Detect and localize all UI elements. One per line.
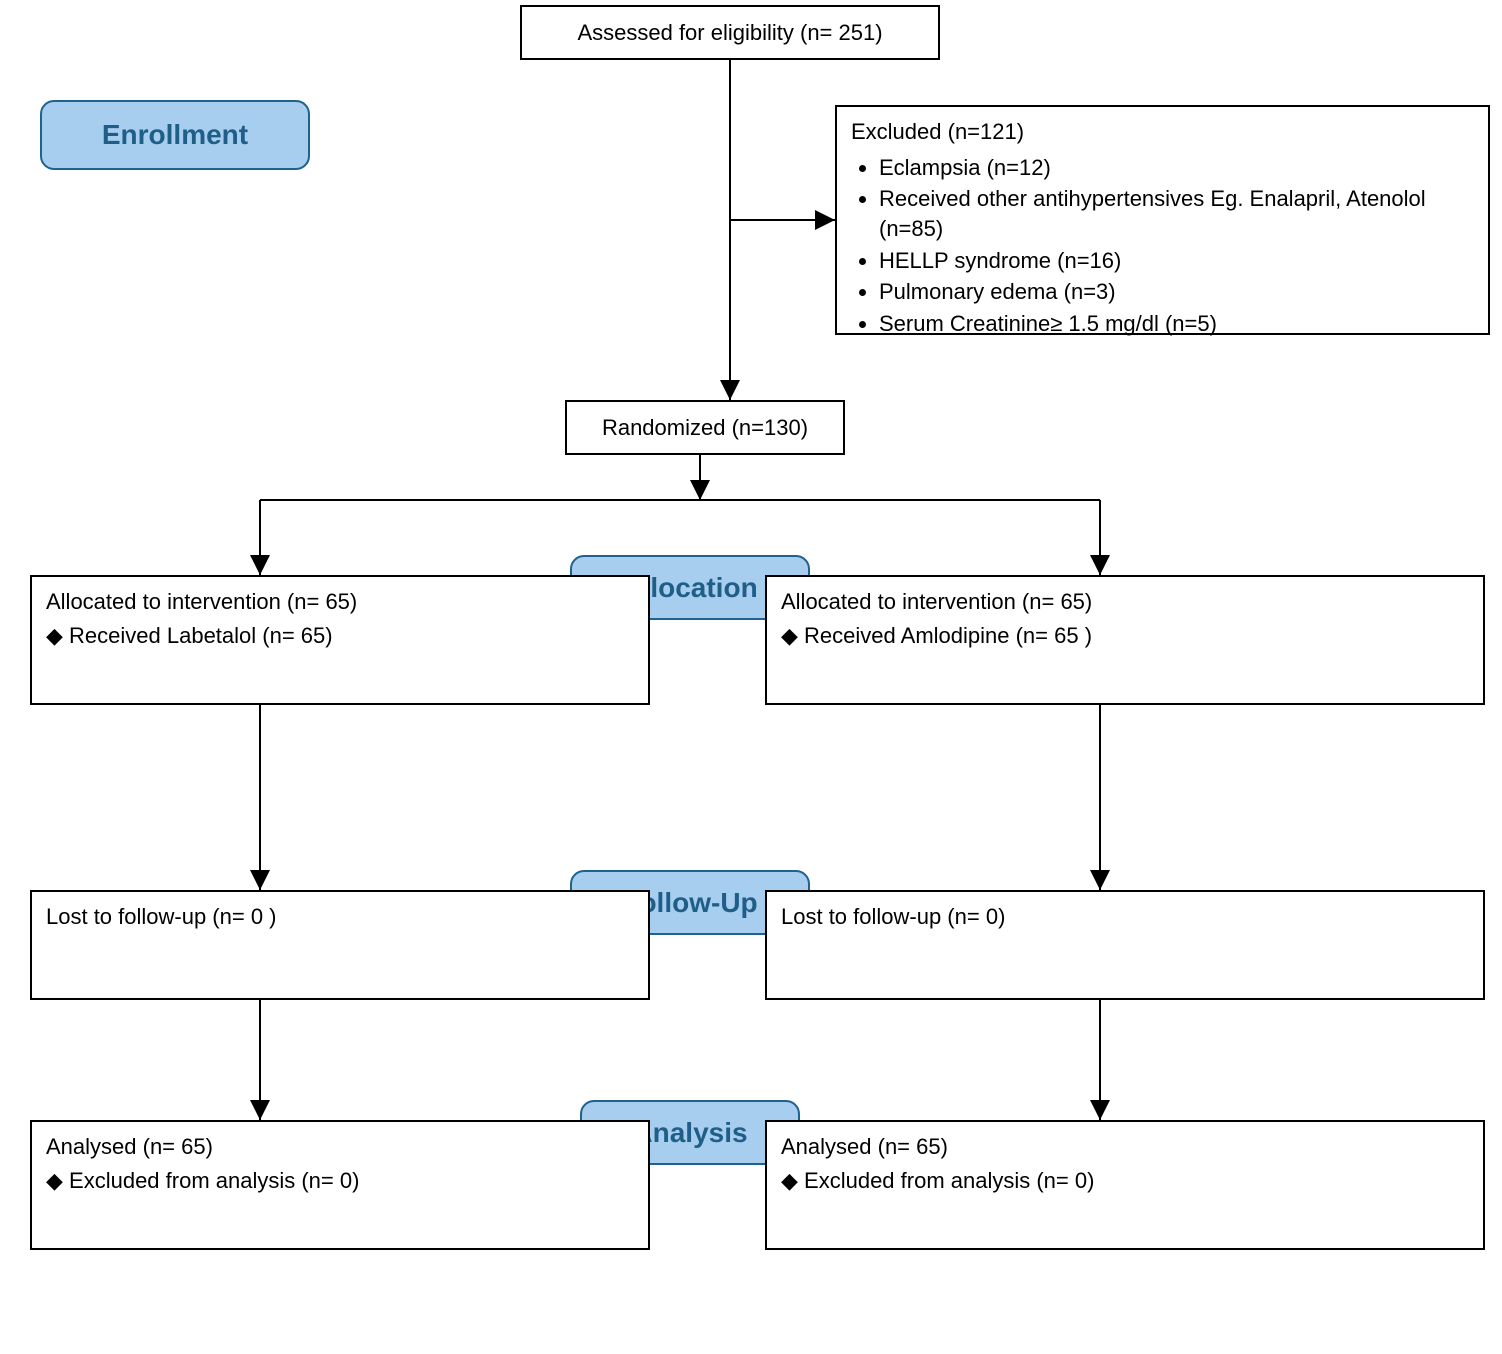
excluded-item: HELLP syndrome (n=16) bbox=[879, 246, 1474, 276]
randomized-text: Randomized (n=130) bbox=[602, 413, 808, 443]
assessed-text: Assessed for eligibility (n= 251) bbox=[577, 18, 882, 48]
alloc-right-line1: Allocated to intervention (n= 65) bbox=[781, 587, 1469, 617]
diamond-icon: ◆ bbox=[46, 623, 69, 648]
box-followup-left: Lost to follow-up (n= 0 ) bbox=[30, 890, 650, 1000]
excluded-item: Eclampsia (n=12) bbox=[879, 153, 1474, 183]
box-randomized: Randomized (n=130) bbox=[565, 400, 845, 455]
an-right-line1: Analysed (n= 65) bbox=[781, 1132, 1469, 1162]
an-left-line1: Analysed (n= 65) bbox=[46, 1132, 634, 1162]
diamond-icon: ◆ bbox=[46, 1168, 69, 1193]
excluded-item: Pulmonary edema (n=3) bbox=[879, 277, 1474, 307]
fu-right-text: Lost to follow-up (n= 0) bbox=[781, 902, 1469, 932]
box-allocation-left: Allocated to intervention (n= 65) ◆ Rece… bbox=[30, 575, 650, 705]
fu-left-text: Lost to follow-up (n= 0 ) bbox=[46, 902, 634, 932]
box-analysis-left: Analysed (n= 65) ◆ Excluded from analysi… bbox=[30, 1120, 650, 1250]
box-analysis-right: Analysed (n= 65) ◆ Excluded from analysi… bbox=[765, 1120, 1485, 1250]
excluded-title: Excluded (n=121) bbox=[851, 117, 1474, 147]
alloc-right-line2: Received Amlodipine (n= 65 ) bbox=[804, 623, 1092, 648]
an-left-line2: Excluded from analysis (n= 0) bbox=[69, 1168, 359, 1193]
alloc-left-line1: Allocated to intervention (n= 65) bbox=[46, 587, 634, 617]
badge-enrollment-label: Enrollment bbox=[102, 119, 248, 151]
diamond-icon: ◆ bbox=[781, 1168, 804, 1193]
box-assessed: Assessed for eligibility (n= 251) bbox=[520, 5, 940, 60]
badge-enrollment: Enrollment bbox=[40, 100, 310, 170]
diamond-icon: ◆ bbox=[781, 623, 804, 648]
an-right-line2: Excluded from analysis (n= 0) bbox=[804, 1168, 1094, 1193]
excluded-list: Eclampsia (n=12)Received other antihyper… bbox=[851, 153, 1474, 339]
box-allocation-right: Allocated to intervention (n= 65) ◆ Rece… bbox=[765, 575, 1485, 705]
alloc-left-line2: Received Labetalol (n= 65) bbox=[69, 623, 333, 648]
excluded-item: Serum Creatinine≥ 1.5 mg/dl (n=5) bbox=[879, 309, 1474, 339]
excluded-item: Received other antihypertensives Eg. Ena… bbox=[879, 184, 1474, 243]
box-excluded: Excluded (n=121) Eclampsia (n=12)Receive… bbox=[835, 105, 1490, 335]
box-followup-right: Lost to follow-up (n= 0) bbox=[765, 890, 1485, 1000]
